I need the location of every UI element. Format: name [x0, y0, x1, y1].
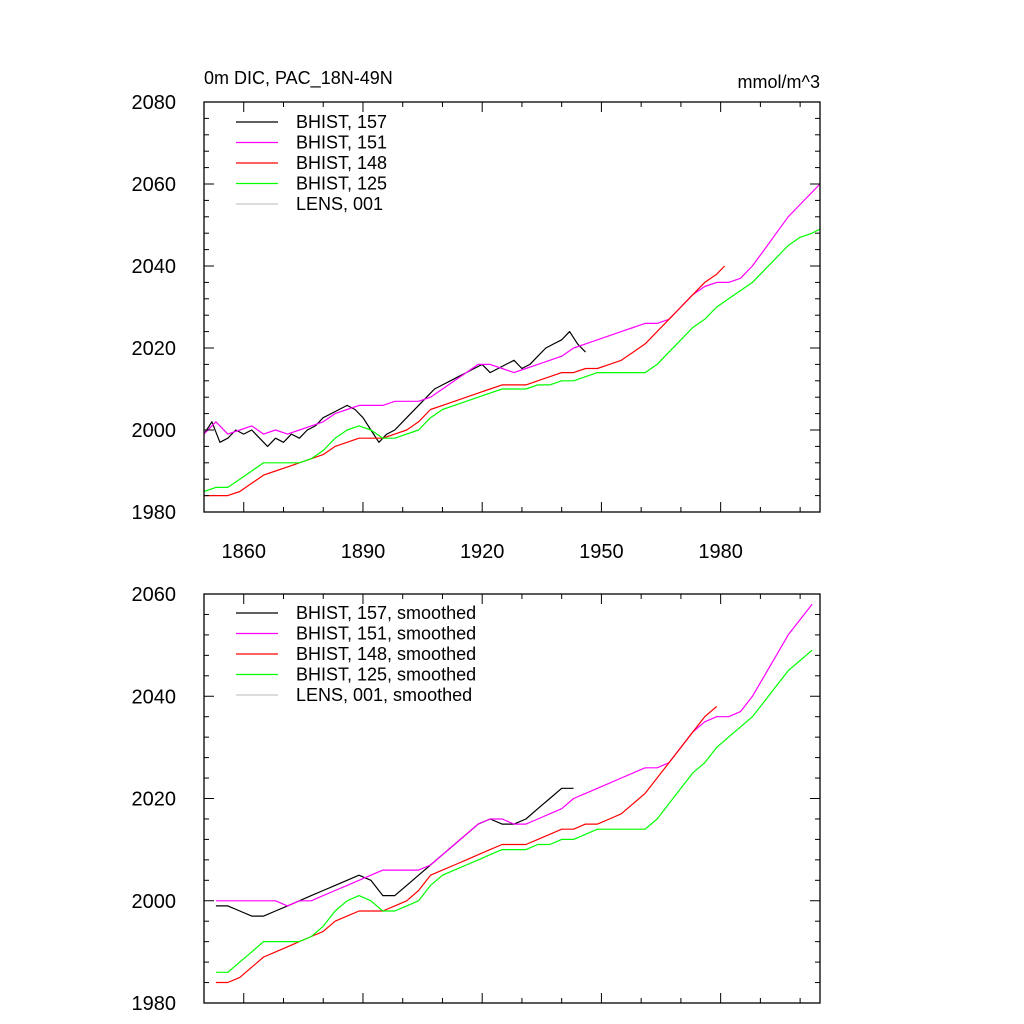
- y-tick-label: 2040: [132, 256, 177, 278]
- legend-label: LENS, 001, smoothed: [296, 685, 472, 705]
- series-line-1: [215, 603, 813, 907]
- legend-label: BHIST, 125, smoothed: [296, 665, 476, 685]
- panel-top: 1980 2000 2020 2040 2060 2080 1860 1890 1920 1950…: [132, 92, 821, 563]
- y-tick-label: 2080: [132, 92, 177, 114]
- x-tick-label: 1950: [579, 541, 624, 563]
- panel1-title-left: 0m DIC, PAC_18N-49N: [204, 68, 393, 89]
- y-tick-label: 2060: [132, 174, 177, 196]
- panel1-title-right: mmol/m^3: [738, 72, 820, 92]
- legend-label: BHIST, 151, smoothed: [296, 624, 476, 644]
- plot-frame: [203, 101, 821, 513]
- series-line-0: [203, 331, 586, 447]
- series-line-2: [204, 265, 726, 497]
- x-tick-label: 1920: [460, 541, 505, 563]
- panel-bottom: 1980 2000 2020 2040 2060 BHIST, 157, smoothed…: [132, 584, 821, 1015]
- legend-label: BHIST, 125: [296, 174, 387, 194]
- x-tick-label: 1860: [221, 541, 266, 563]
- series-line-3: [215, 649, 813, 973]
- legend-label: BHIST, 151: [296, 133, 387, 153]
- y-tick-label: 1980: [132, 502, 177, 524]
- series-line-0: [215, 787, 574, 917]
- y-tick-label: 2060: [132, 584, 177, 606]
- legend-label: BHIST, 148, smoothed: [296, 644, 476, 664]
- legend-label: BHIST, 148: [296, 153, 387, 173]
- legend-label: BHIST, 157, smoothed: [296, 603, 476, 623]
- y-tick-label: 2040: [132, 686, 177, 708]
- series-line-3: [203, 228, 821, 493]
- x-tick-label: 1980: [698, 541, 743, 563]
- y-tick-label: 2000: [132, 420, 177, 442]
- legend-label: BHIST, 157: [296, 112, 387, 132]
- y-tick-label: 1980: [132, 993, 177, 1015]
- y-tick-label: 2020: [132, 789, 177, 811]
- series-line-1: [203, 183, 821, 435]
- legend-label: LENS, 001: [296, 194, 383, 214]
- x-tick-label: 1890: [341, 541, 386, 563]
- y-tick-label: 2020: [132, 338, 177, 360]
- y-tick-label: 2000: [132, 891, 177, 913]
